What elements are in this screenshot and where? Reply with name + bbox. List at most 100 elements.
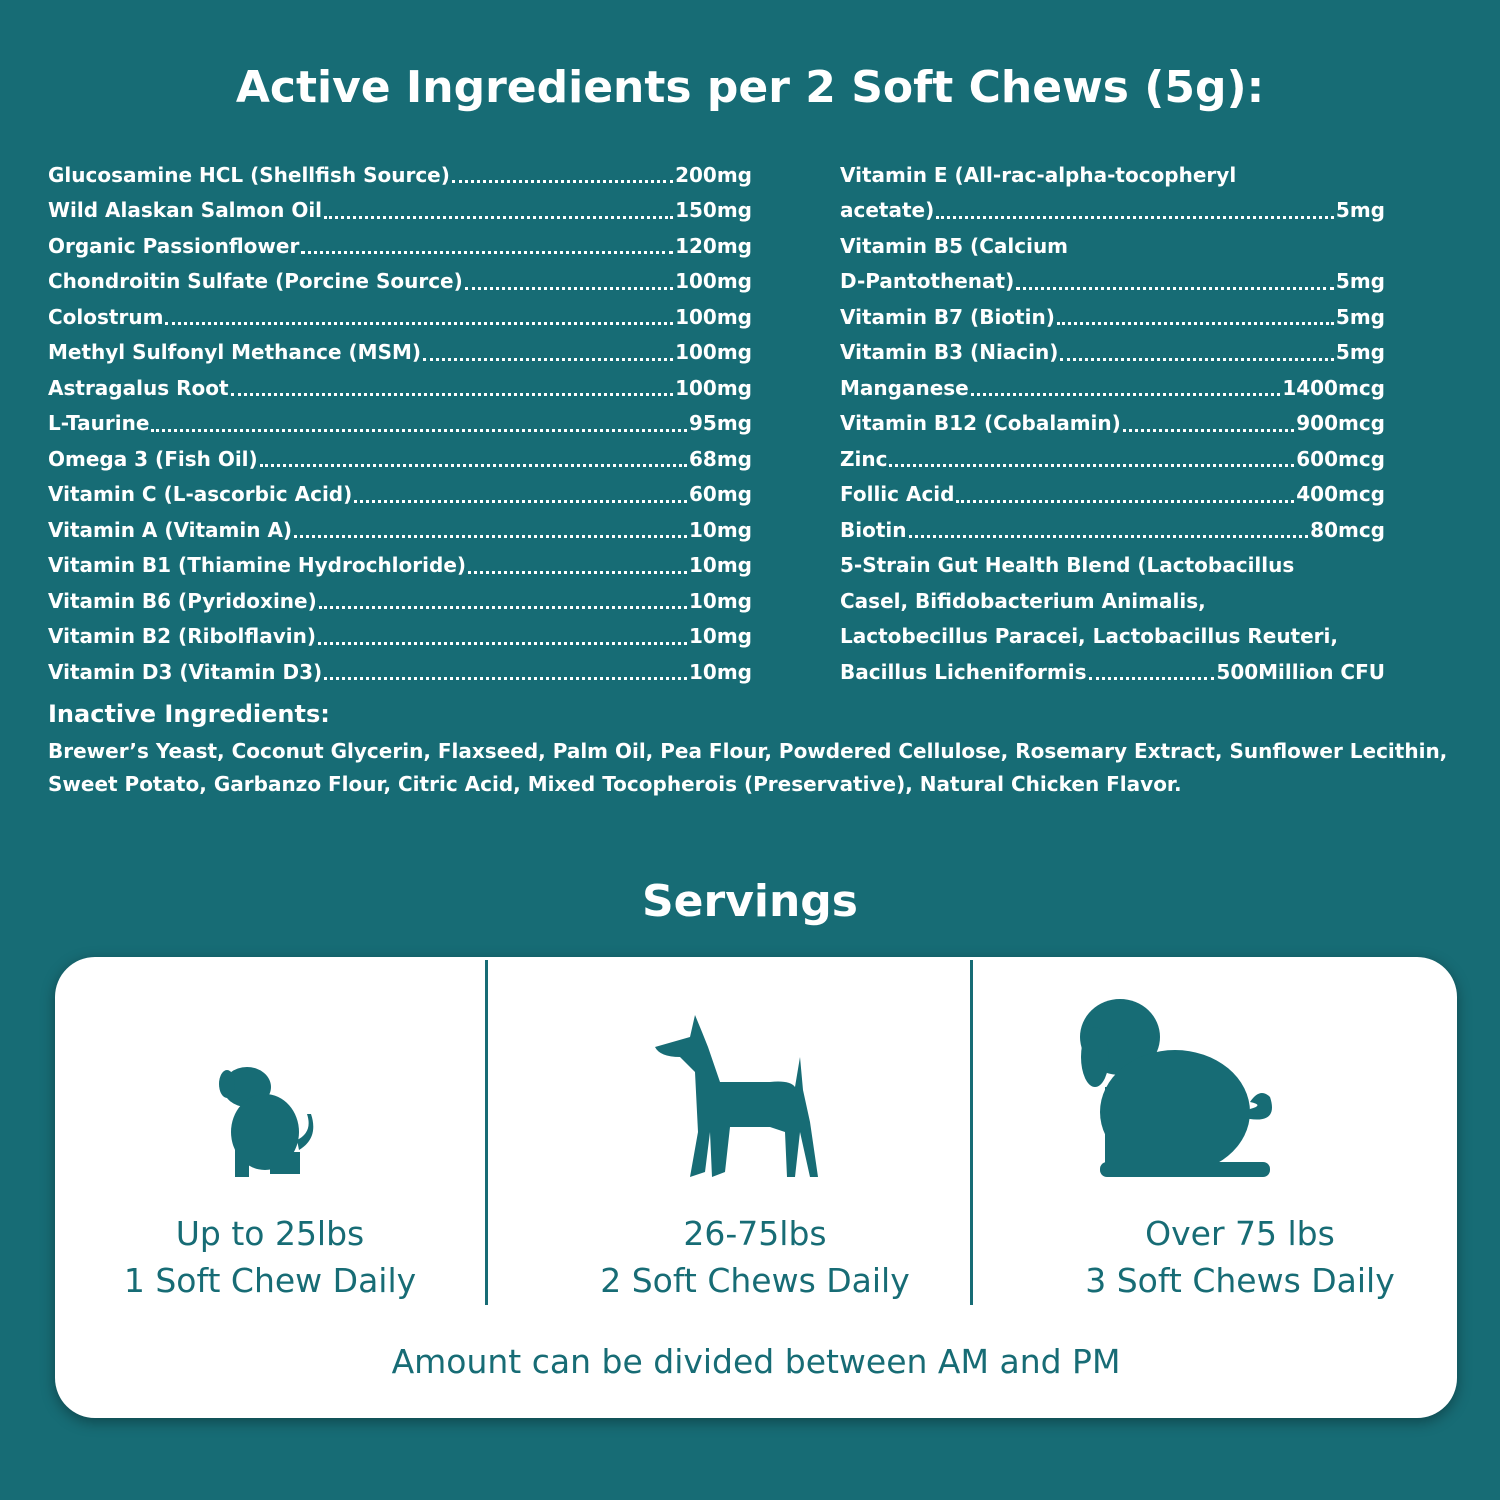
ingredient-row: D-Pantothenat) 5mg: [840, 264, 1385, 300]
ingredient-name: Vitamin E (All-rac-alpha-tocopheryl: [840, 162, 1237, 187]
ingredient-row: Organic Passionflower 120mg: [48, 228, 752, 264]
ingredient-amount: 10mg: [689, 624, 752, 649]
ingredient-name: Manganese: [840, 375, 969, 400]
ingredient-amount: 150mg: [675, 198, 752, 223]
ingredient-name: Chondroitin Sulfate (Porcine Source): [48, 269, 463, 294]
ingredient-name: Vitamin B3 (Niacin): [840, 340, 1059, 365]
serving: Over 75 lbs 3 Soft Chews Daily: [1005, 1210, 1475, 1304]
ingredient-row: Manganese 1400mcg: [840, 370, 1385, 406]
leader: [1088, 677, 1215, 681]
ingredient-name: Astragalus Root: [48, 375, 229, 400]
ingredient-amount: 900mcg: [1296, 411, 1385, 436]
leader: [451, 180, 674, 184]
leader: [301, 251, 674, 255]
leader: [936, 215, 1334, 219]
ingredient-row: Glucosamine HCL (Shellfish Source) 200mg: [48, 157, 752, 193]
ingredient-row: L-Taurine 95mg: [48, 406, 752, 442]
ingredient-amount: 5mg: [1335, 340, 1385, 365]
ingredient-name: acetate): [840, 198, 935, 223]
ingredient-row: Vitamin E (All-rac-alpha-tocopheryl: [840, 157, 1385, 193]
small-dog-icon: [219, 1067, 314, 1177]
ingredient-row: Wild Alaskan Salmon Oil 150mg: [48, 193, 752, 229]
serving-weight: Over 75 lbs: [1145, 1214, 1335, 1253]
leader: [1056, 322, 1334, 326]
ingredient-amount: 120mg: [675, 233, 752, 258]
ingredient-amount: 68mg: [689, 446, 752, 471]
ingredient-name: Vitamin B12 (Cobalamin): [840, 411, 1121, 436]
ingredient-amount: 5mg: [1335, 198, 1385, 223]
leader: [889, 464, 1295, 468]
ingredient-amount: 500Million CFU: [1216, 659, 1385, 684]
ingredient-name: D-Pantothenat): [840, 269, 1015, 294]
ingredient-row: Vitamin B7 (Biotin) 5mg: [840, 299, 1385, 335]
ingredient-row: Biotin 80mcg: [840, 512, 1385, 548]
ingredient-amount: 100mg: [675, 269, 752, 294]
leader: [956, 499, 1295, 503]
leader: [970, 393, 1281, 397]
ingredient-amount: 10mg: [689, 659, 752, 684]
ingredient-amount: 95mg: [689, 411, 752, 436]
ingredient-name: Vitamin B7 (Biotin): [840, 304, 1055, 329]
title: Active Ingredients per 2 Soft Chews (5g)…: [235, 62, 1265, 113]
leader: [317, 641, 687, 645]
ingredient-row: Lactobecillus Paracei, Lactobacillus Reu…: [840, 619, 1385, 655]
ingredient-row: Vitamin D3 (Vitamin D3) 10mg: [48, 654, 752, 690]
serving-dose: 1 Soft Chew Daily: [123, 1261, 417, 1300]
ingredient-name: Bacillus Licheniformis: [840, 659, 1087, 684]
ingredient-name: Casel, Bifidobacterium Animalis,: [840, 588, 1206, 613]
ingredient-row: Vitamin B6 (Pyridoxine) 10mg: [48, 583, 752, 619]
serving: Up to 25lbs 1 Soft Chew Daily: [35, 1210, 505, 1304]
ingredient-name: Colostrum: [48, 304, 164, 329]
ingredient-row: Vitamin B5 (Calcium: [840, 228, 1385, 264]
ingredient-row: Vitamin B2 (Ribolflavin) 10mg: [48, 619, 752, 655]
leader: [324, 677, 687, 681]
ingredient-row: Methyl Sulfonyl Methance (MSM) 100mg: [48, 335, 752, 371]
ingredient-row: Vitamin B1 (Thiamine Hydrochloride) 10mg: [48, 548, 752, 584]
ingredient-name: Vitamin B6 (Pyridoxine): [48, 588, 317, 613]
ingredient-amount: 10mg: [689, 588, 752, 613]
serving: 26-75lbs 2 Soft Chews Daily: [520, 1210, 990, 1304]
inactive-text: Brewer’s Yeast, Coconut Glycerin, Flaxse…: [48, 739, 1448, 796]
ingredient-name: Omega 3 (Fish Oil): [48, 446, 258, 471]
medium-dog-icon: [655, 1015, 818, 1177]
leader: [165, 322, 674, 326]
ingredient-name: Vitamin B1 (Thiamine Hydrochloride): [48, 553, 467, 578]
ingredient-name: Follic Acid: [840, 482, 955, 507]
servings-note: Amount can be divided between AM and PM: [391, 1342, 1121, 1381]
ingredient-row: Vitamin C (L-ascorbic Acid) 60mg: [48, 477, 752, 513]
ingredient-amount: 400mcg: [1296, 482, 1385, 507]
ingredient-amount: 5mg: [1335, 304, 1385, 329]
leader: [468, 570, 687, 574]
ingredient-name: Organic Passionflower: [48, 233, 300, 258]
ingredient-name: Vitamin B5 (Calcium: [840, 233, 1069, 258]
ingredient-name: Glucosamine HCL (Shellfish Source): [48, 162, 450, 187]
ingredient-name: L-Taurine: [48, 411, 150, 436]
ingredient-amount: 10mg: [689, 553, 752, 578]
ingredient-name: Vitamin D3 (Vitamin D3): [48, 659, 323, 684]
divider: [485, 960, 488, 1305]
ingredient-name: Vitamin B2 (Ribolflavin): [48, 624, 316, 649]
ingredient-row: Colostrum 100mg: [48, 299, 752, 335]
ingredient-name: Vitamin A (Vitamin A): [48, 517, 293, 542]
leader: [464, 286, 674, 290]
ingredient-row: Chondroitin Sulfate (Porcine Source) 100m…: [48, 264, 752, 300]
ingredient-row: Casel, Bifidobacterium Animalis,: [840, 583, 1385, 619]
serving-weight: 26-75lbs: [683, 1214, 827, 1253]
ingredient-row: Vitamin A (Vitamin A) 10mg: [48, 512, 752, 548]
ingredient-name: Biotin: [840, 517, 907, 542]
ingredient-amount: 5mg: [1335, 269, 1385, 294]
active-left: Glucosamine HCL (Shellfish Source) 200mg W…: [48, 157, 752, 690]
leader: [1060, 357, 1334, 361]
ingredient-row: acetate) 5mg: [840, 193, 1385, 229]
leader: [1016, 286, 1334, 290]
ingredient-name: Wild Alaskan Salmon Oil: [48, 198, 323, 223]
ingredient-row: Vitamin B12 (Cobalamin) 900mcg: [840, 406, 1385, 442]
ingredient-amount: 10mg: [689, 517, 752, 542]
ingredient-name: Vitamin C (L-ascorbic Acid): [48, 482, 353, 507]
servings-card: Up to 25lbs 1 Soft Chew Daily 26-75lbs 2 So…: [55, 957, 1457, 1418]
ingredient-amount: 200mg: [675, 162, 752, 187]
ingredient-amount: 100mg: [675, 340, 752, 365]
leader: [230, 393, 674, 397]
leader: [354, 499, 687, 503]
